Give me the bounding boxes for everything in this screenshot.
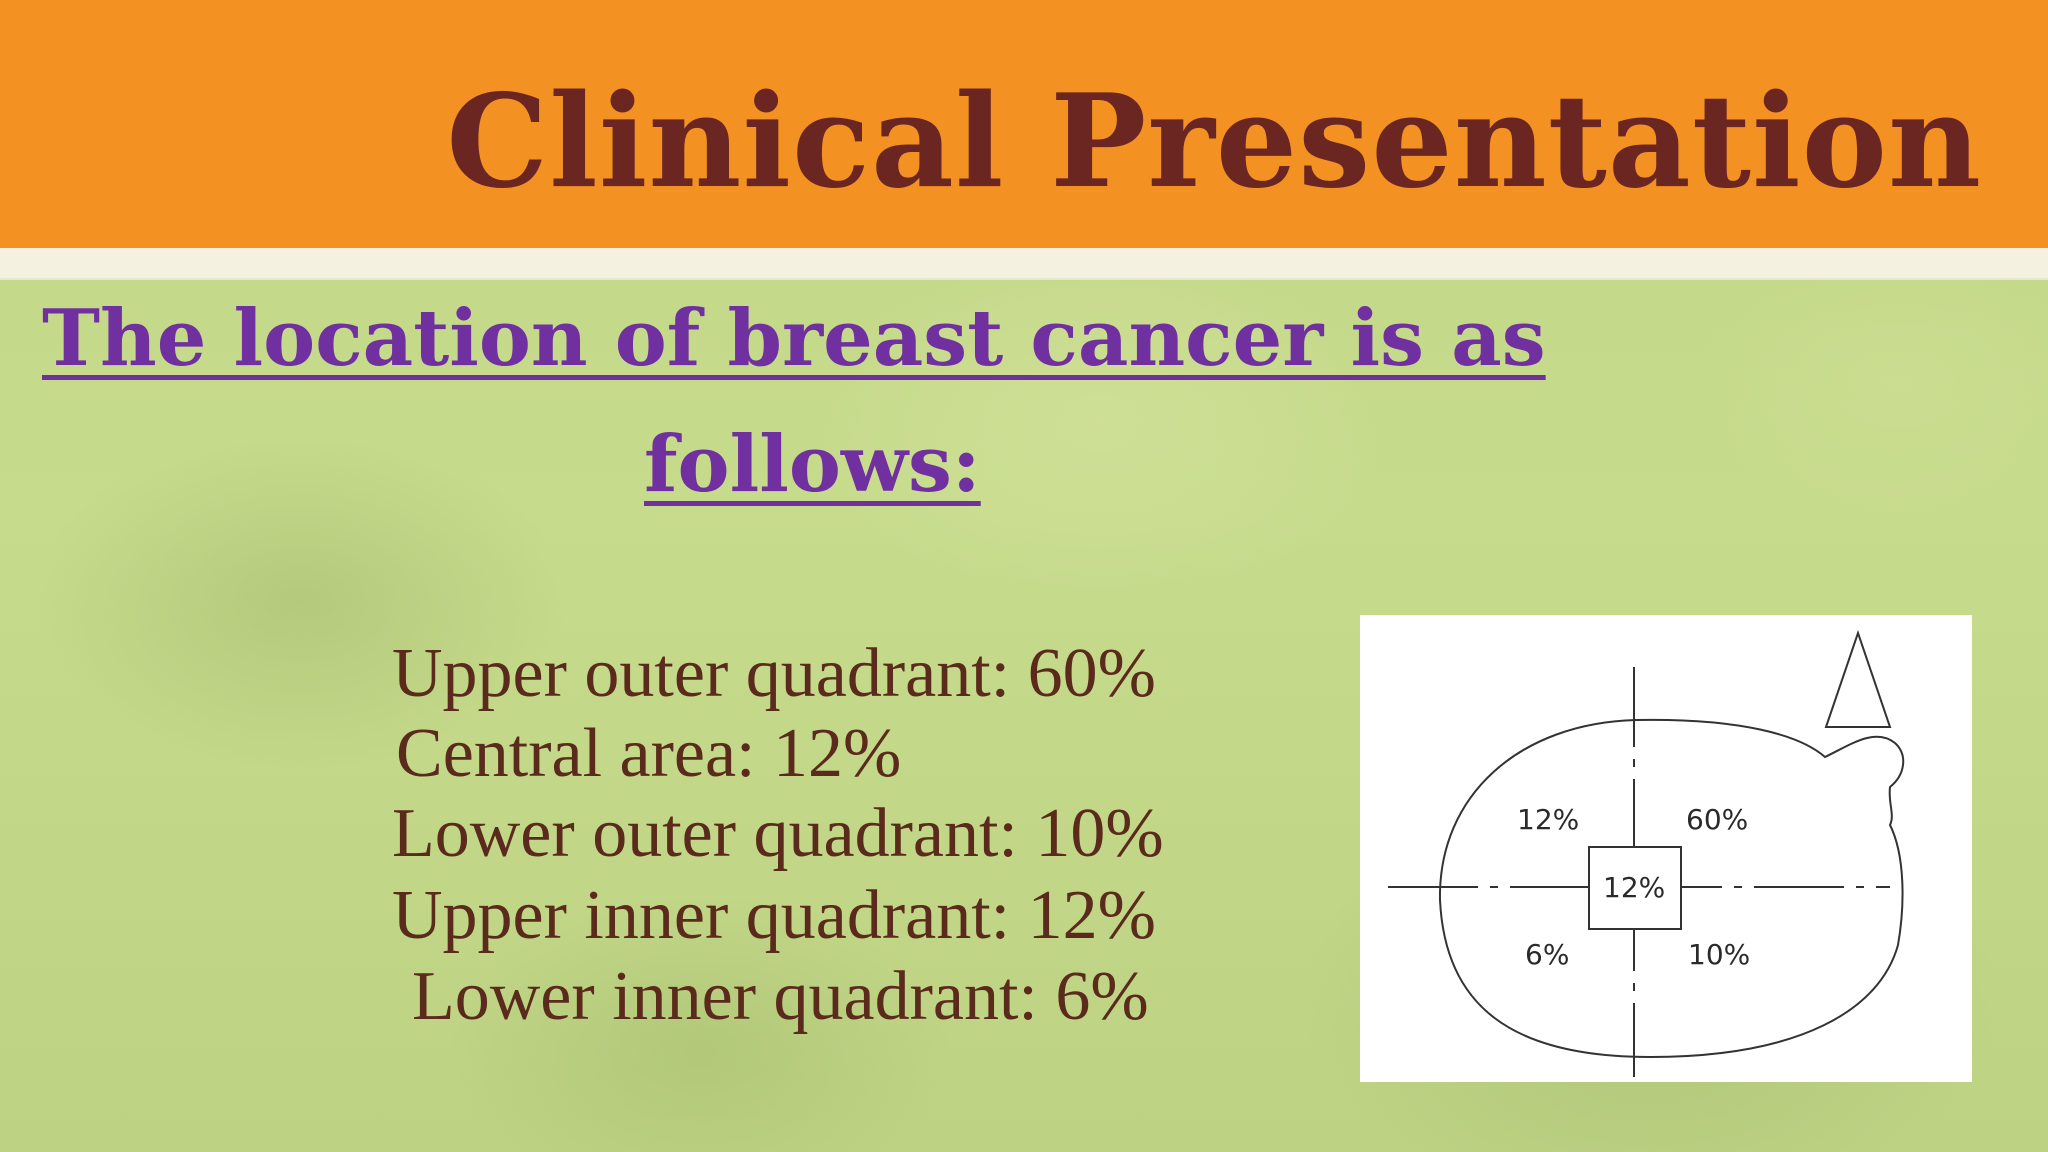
breast-outline (1438, 718, 1905, 1059)
breast-quadrant-svg: 12% 60% 12% 6% 10% (1388, 629, 1905, 1077)
subtitle-line-1: The location of breast cancer is as (42, 293, 1546, 384)
header-divider-strip (0, 248, 2048, 280)
triangle-icon (1824, 629, 1892, 728)
stat-lower-outer: Lower outer quadrant: 10% (392, 795, 1164, 872)
slide-title: Clinical Presentation (446, 67, 1982, 217)
label-central: 12% (1603, 871, 1665, 904)
breast-quadrant-diagram: 12% 60% 12% 6% 10% (1360, 615, 1972, 1082)
stat-lower-inner: Lower inner quadrant: 6% (412, 958, 1149, 1035)
stat-upper-inner: Upper inner quadrant: 12% (392, 877, 1156, 954)
stat-upper-outer: Upper outer quadrant: 60% (392, 635, 1156, 712)
label-lower-outer: 10% (1688, 938, 1750, 971)
header-band (0, 0, 2048, 248)
subtitle-line-2: follows: (644, 419, 981, 510)
stat-central: Central area: 12% (396, 715, 902, 792)
label-lower-inner: 6% (1525, 938, 1569, 971)
central-area-box (1588, 846, 1682, 930)
label-upper-inner: 12% (1517, 803, 1579, 836)
label-upper-outer: 60% (1686, 803, 1748, 836)
